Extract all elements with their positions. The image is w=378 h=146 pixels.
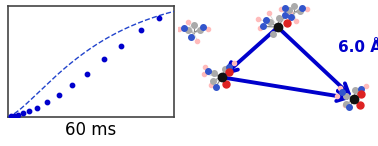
Point xyxy=(56,93,62,96)
Point xyxy=(84,72,90,75)
Point xyxy=(101,58,107,60)
Point xyxy=(26,110,32,112)
Point xyxy=(156,17,162,19)
Point xyxy=(118,45,124,47)
Point xyxy=(11,114,17,117)
X-axis label: 60 ms: 60 ms xyxy=(65,121,116,139)
Point xyxy=(20,112,26,115)
Point xyxy=(8,114,14,117)
Text: 6.0 Å: 6.0 Å xyxy=(338,40,378,55)
Point xyxy=(138,29,144,31)
Point xyxy=(14,113,20,116)
Point xyxy=(45,101,51,104)
Point xyxy=(70,84,76,86)
Point xyxy=(34,107,40,109)
